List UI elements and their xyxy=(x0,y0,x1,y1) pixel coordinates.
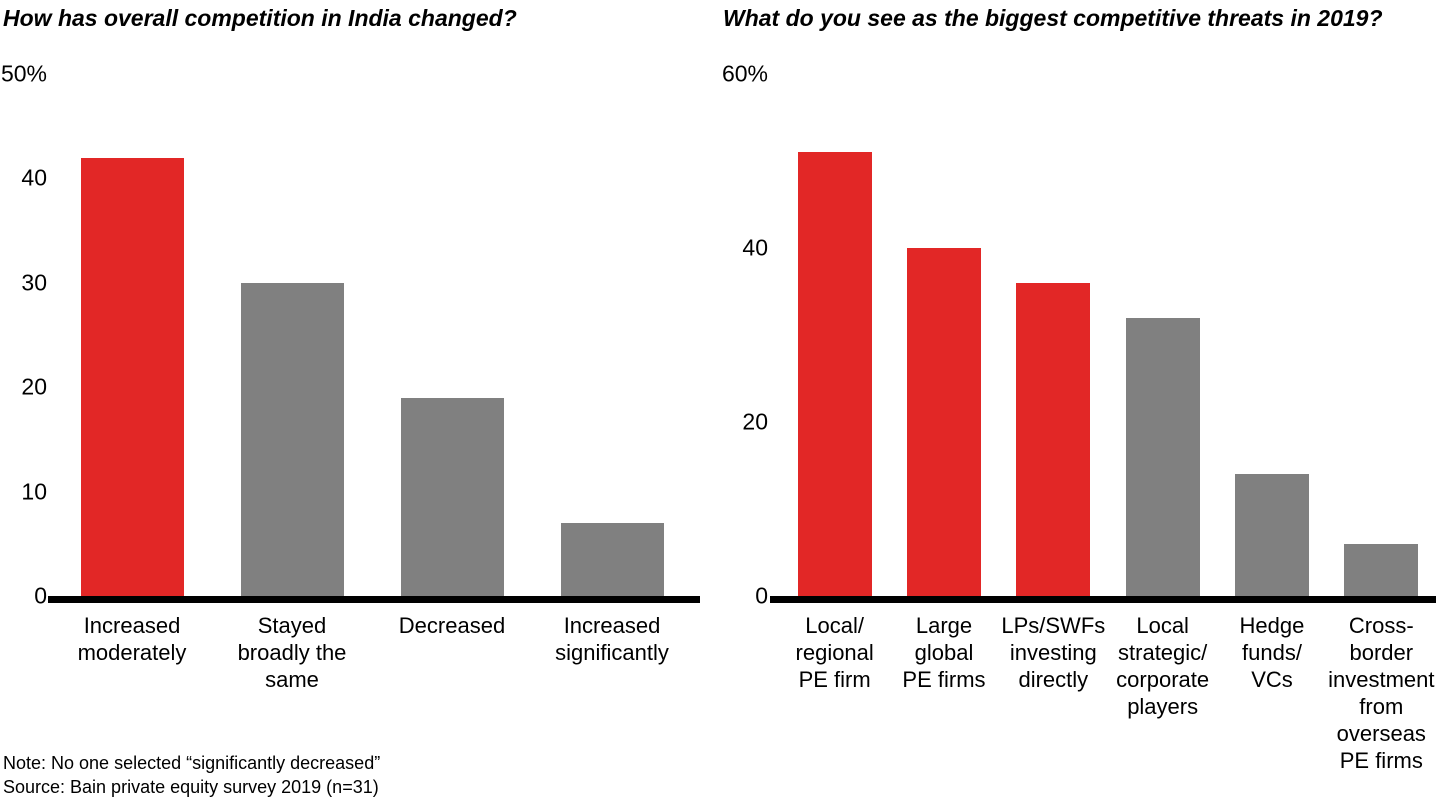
x-axis-labels: Increased moderately Stayed broadly the s… xyxy=(52,612,692,693)
bar-slot xyxy=(1108,74,1217,596)
plot-area xyxy=(780,74,1436,596)
chart-title: What do you see as the biggest competiti… xyxy=(723,5,1383,31)
y-tick-label: 30 xyxy=(21,269,47,296)
x-axis-category-label: Large global PE firms xyxy=(902,613,986,692)
x-axis-category-label: Increased significantly xyxy=(555,613,669,665)
x-axis-category-label: Increased moderately xyxy=(77,613,187,665)
bar-local xyxy=(797,152,872,596)
bar-cross xyxy=(1344,543,1419,596)
x-axis-category-label: LPs/SWFs investing directly xyxy=(1001,613,1106,692)
y-axis-tick-labels: 60% 40 20 0 xyxy=(720,62,768,607)
y-tick-label: 20 xyxy=(742,408,768,435)
y-tick-label: 10 xyxy=(21,478,47,505)
y-tick-label: 0 xyxy=(755,582,768,609)
bars xyxy=(780,74,1436,596)
bar-slot xyxy=(372,74,532,596)
x-axis-category-label: Hedge funds/ VCs xyxy=(1239,613,1305,692)
chart-competition-change: How has overall competition in India cha… xyxy=(0,5,700,693)
y-tick-label: 60% xyxy=(721,60,768,87)
bar-hedge xyxy=(1234,474,1309,596)
bar-slot xyxy=(1327,74,1436,596)
bar-slot xyxy=(532,74,692,596)
bar-decreased xyxy=(400,397,504,596)
bar-local xyxy=(1125,317,1200,596)
bar-slot xyxy=(52,74,212,596)
bar-slot xyxy=(999,74,1108,596)
bar-stayed xyxy=(240,282,344,596)
x-axis-labels: Local/ regional PE firm Large global PE f… xyxy=(780,612,1436,774)
y-tick-label: 40 xyxy=(21,164,47,191)
x-axis-category-label: Stayed broadly the same xyxy=(237,613,347,692)
note-text: Note: No one selected “significantly dec… xyxy=(3,753,381,773)
x-axis-category-label: Local/ regional PE firm xyxy=(795,613,874,692)
chart-title: How has overall competition in India cha… xyxy=(3,5,517,31)
y-tick-label: 50% xyxy=(0,60,47,87)
y-axis-tick-labels: 50% 40 30 20 10 0 xyxy=(0,62,47,607)
x-axis-line xyxy=(770,596,1436,603)
bar-large xyxy=(906,248,981,596)
y-tick-label: 0 xyxy=(34,582,47,609)
chart-competitive-threats: What do you see as the biggest competiti… xyxy=(720,0,1440,810)
x-axis-line xyxy=(48,596,700,603)
bar-slot xyxy=(212,74,372,596)
bar-slot xyxy=(780,74,889,596)
y-tick-label: 40 xyxy=(742,234,768,261)
footnotes: Note: No one selected “significantly dec… xyxy=(3,751,380,799)
bar-slot xyxy=(889,74,998,596)
source-text: Source: Bain private equity survey 2019 … xyxy=(3,777,379,797)
plot-area xyxy=(52,74,692,596)
bar-slot xyxy=(1217,74,1326,596)
x-axis-category-label: Cross- border investment from overseas P… xyxy=(1328,613,1435,773)
x-axis-category-label: Local strategic/ corporate players xyxy=(1116,613,1210,719)
bar-lps-swfs xyxy=(1016,282,1091,596)
x-axis-category-label: Decreased xyxy=(398,613,506,638)
bar-increased xyxy=(80,157,184,596)
y-tick-label: 20 xyxy=(21,373,47,400)
bar-increased xyxy=(560,522,664,596)
bars xyxy=(52,74,692,596)
